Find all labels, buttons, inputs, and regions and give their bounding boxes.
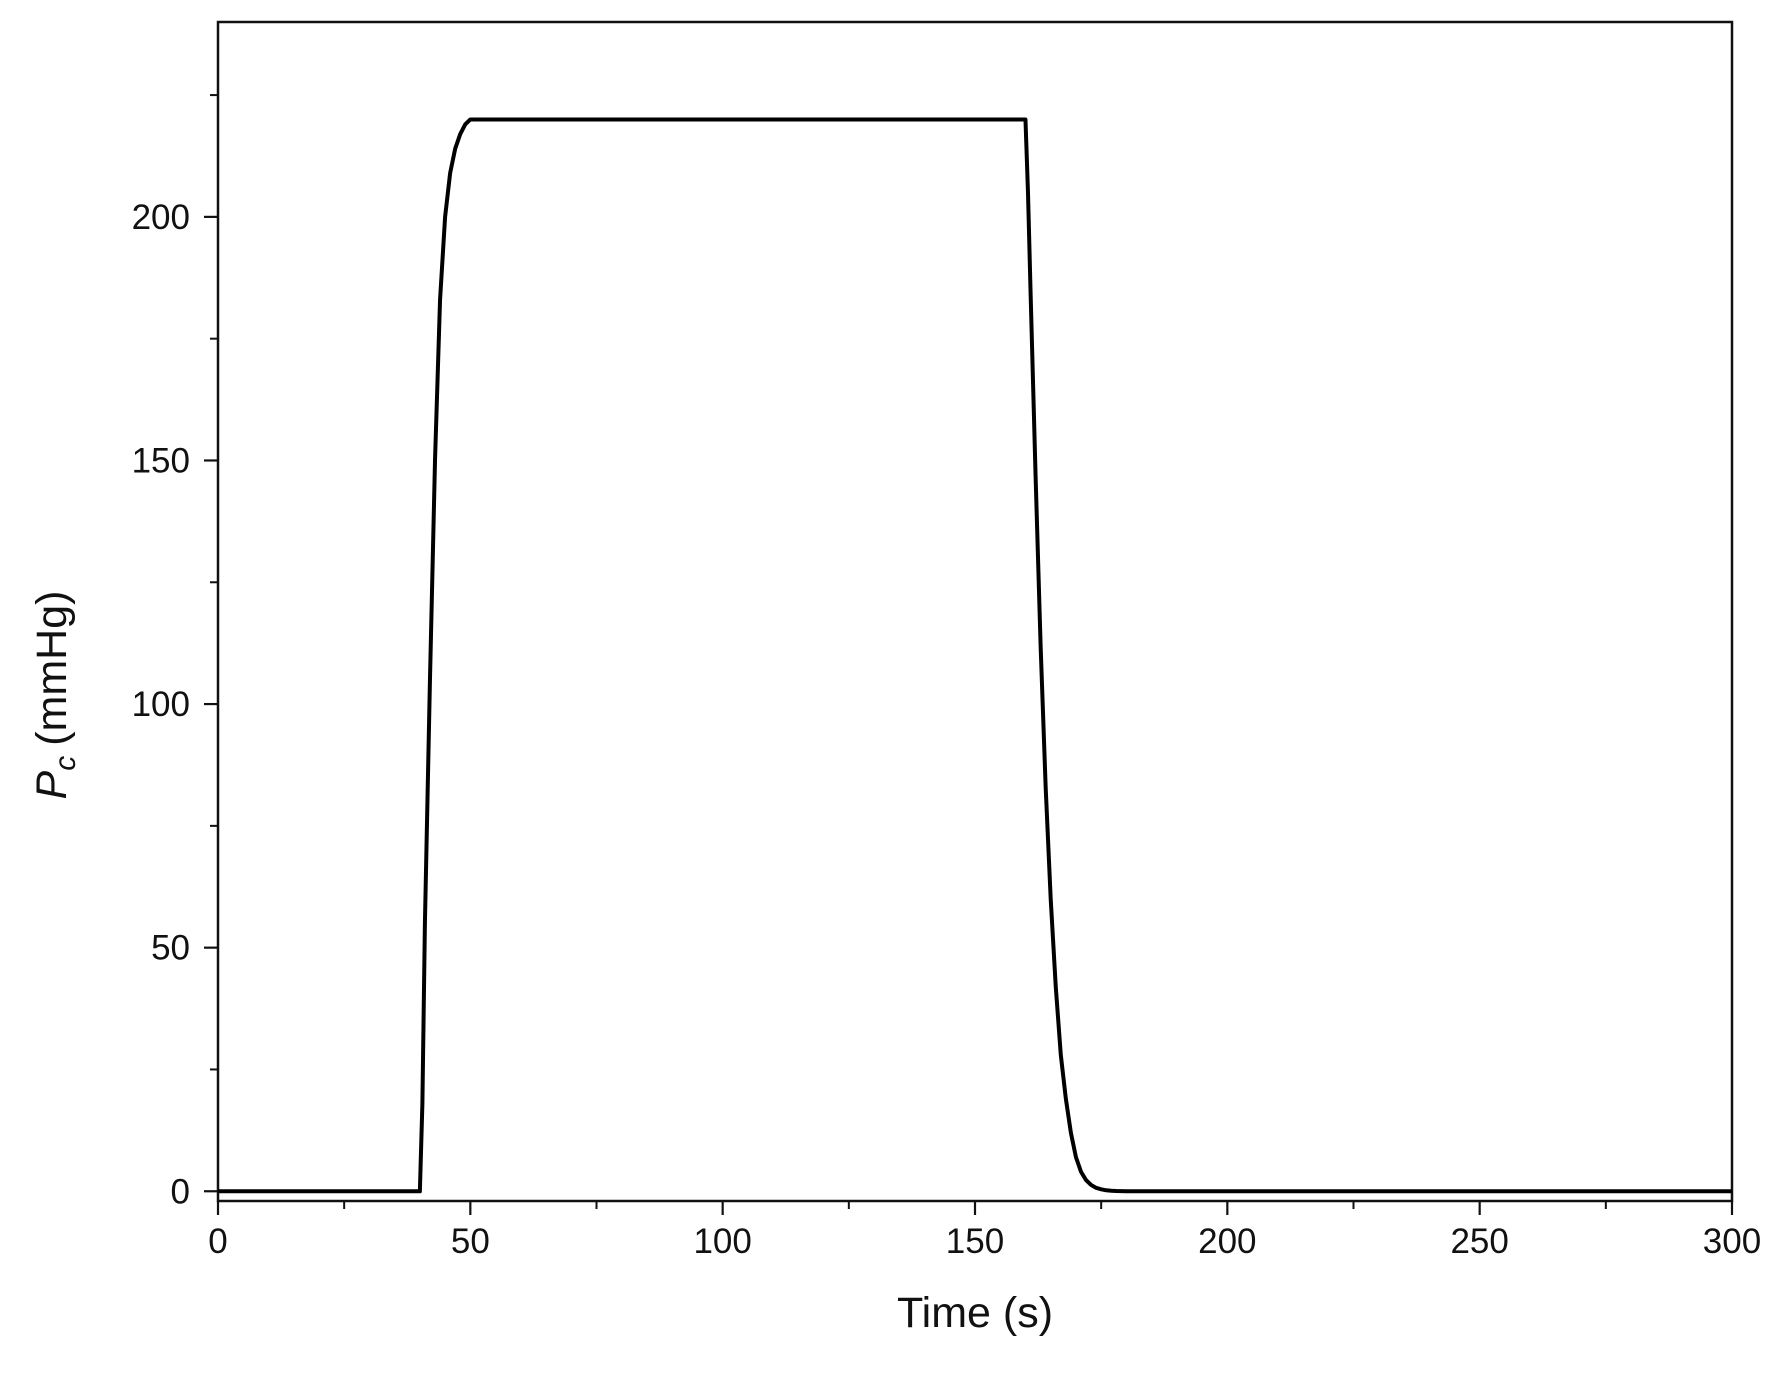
- y-axis-title: Pc (mmHg): [28, 591, 82, 800]
- x-tick-label: 250: [1450, 1222, 1508, 1261]
- pressure-series-line: [218, 117, 1732, 1194]
- x-axis-ticks: [216, 1201, 1734, 1215]
- x-tick-label: 0: [208, 1222, 227, 1261]
- x-tick-label: 50: [451, 1222, 490, 1261]
- y-tick-label: 0: [171, 1172, 190, 1211]
- plot-frame: [216, 20, 1734, 1203]
- y-axis-title-symbol: P: [28, 770, 76, 799]
- y-axis-tick-labels: 0 50 100 150 200: [132, 198, 190, 1211]
- x-tick-label: 300: [1703, 1222, 1761, 1261]
- x-axis-title: Time (s): [897, 1289, 1053, 1337]
- y-tick-label: 150: [132, 441, 190, 480]
- x-tick-label: 100: [693, 1222, 751, 1261]
- y-axis-title-unit: (mmHg): [28, 591, 76, 746]
- y-tick-label: 200: [132, 198, 190, 237]
- y-axis-title-subscript: c: [49, 756, 82, 771]
- y-axis-ticks: [204, 94, 218, 1193]
- y-tick-label: 50: [151, 929, 190, 968]
- x-tick-label: 150: [946, 1222, 1004, 1261]
- x-tick-label: 200: [1198, 1222, 1256, 1261]
- y-tick-label: 100: [132, 685, 190, 724]
- x-axis-tick-labels: 0 50 100 150 200 250 300: [208, 1222, 1761, 1261]
